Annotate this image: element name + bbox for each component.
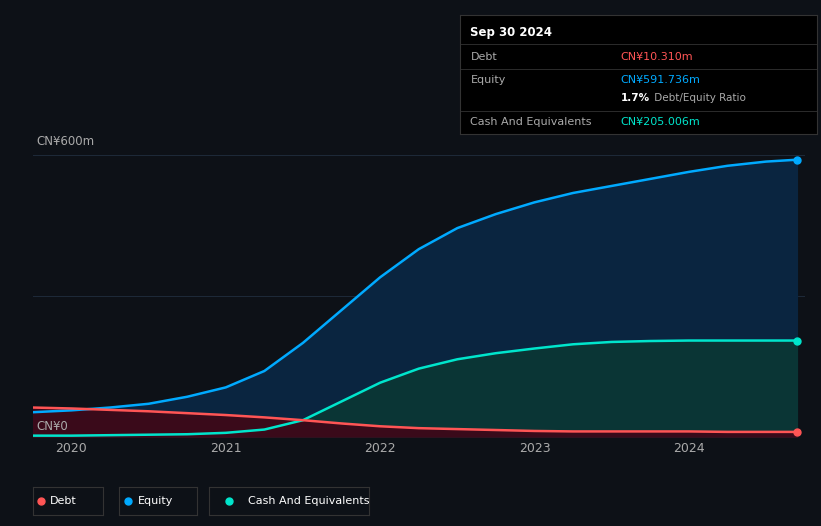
Text: Cash And Equivalents: Cash And Equivalents [248, 496, 369, 506]
Text: Equity: Equity [470, 75, 506, 85]
Text: CN¥591.736m: CN¥591.736m [621, 75, 700, 85]
Text: Debt: Debt [49, 496, 76, 506]
Text: Cash And Equivalents: Cash And Equivalents [470, 117, 592, 127]
Text: CN¥600m: CN¥600m [36, 136, 94, 148]
Text: Debt: Debt [470, 52, 498, 62]
Text: Sep 30 2024: Sep 30 2024 [470, 26, 553, 39]
Text: CN¥0: CN¥0 [36, 420, 67, 433]
Text: 1.7%: 1.7% [621, 93, 649, 103]
Text: Debt/Equity Ratio: Debt/Equity Ratio [651, 93, 745, 103]
Text: CN¥205.006m: CN¥205.006m [621, 117, 700, 127]
Text: Equity: Equity [138, 496, 173, 506]
Text: CN¥10.310m: CN¥10.310m [621, 52, 693, 62]
